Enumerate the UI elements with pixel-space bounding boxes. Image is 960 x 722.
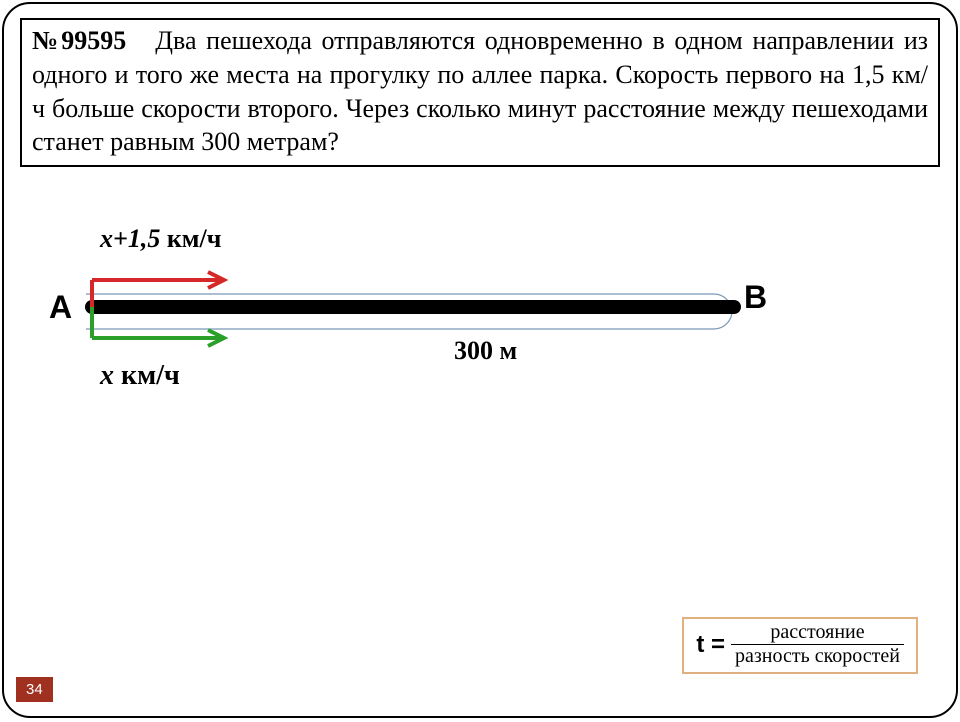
problem-number: №99595	[32, 26, 126, 55]
time-formula-box: t = расстояние разность скоростей	[682, 617, 918, 674]
point-a-label: А	[49, 289, 72, 326]
formula-fraction: расстояние разность скоростей	[731, 621, 904, 668]
speed-slow-label: х км/ч	[100, 360, 180, 392]
problem-statement: Два пешехода отправляются одновременно в…	[32, 26, 928, 156]
problem-text-box: №99595 Два пешехода отправляются одновре…	[20, 18, 940, 167]
formula-denominator: разность скоростей	[731, 644, 904, 668]
point-b-label: В	[744, 279, 767, 316]
speed-fast-label: х+1,5 км/ч	[100, 224, 221, 254]
slide-frame: №99595 Два пешехода отправляются одновре…	[2, 2, 958, 718]
motion-diagram: х+1,5 км/ч х км/ч А	[44, 224, 804, 404]
formula-lhs: t =	[696, 631, 725, 659]
distance-label: 300 м	[454, 336, 517, 366]
page-number-badge: 34	[16, 677, 53, 702]
formula-numerator: расстояние	[766, 621, 868, 644]
